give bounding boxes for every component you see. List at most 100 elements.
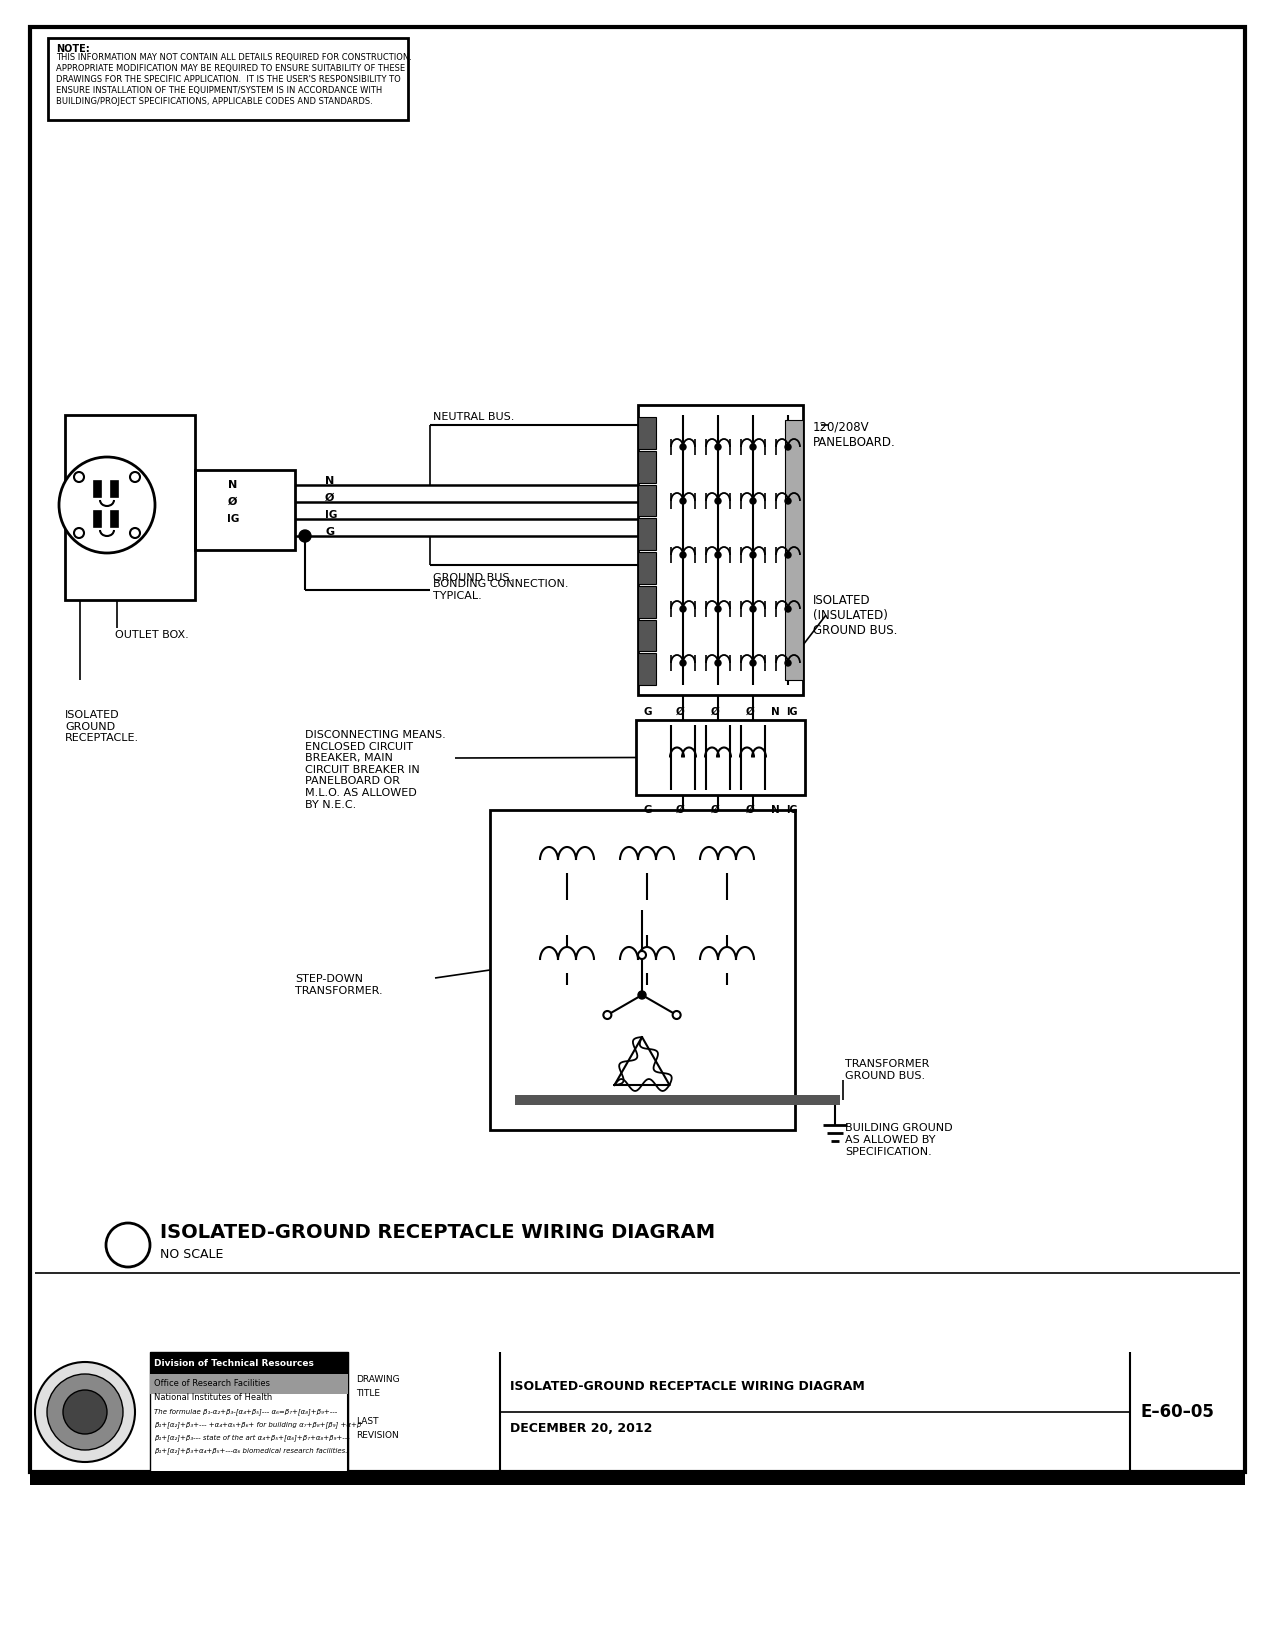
Text: Ø: Ø	[746, 805, 755, 815]
Bar	[150, 1351, 348, 1472]
Circle shape	[715, 553, 720, 558]
Text: G: G	[325, 526, 334, 536]
Circle shape	[62, 1389, 107, 1434]
Bar	[515, 1096, 840, 1106]
Text: Division of Technical Resources: Division of Technical Resources	[154, 1358, 314, 1368]
Circle shape	[750, 606, 756, 612]
Circle shape	[750, 444, 756, 450]
Bar	[111, 482, 119, 497]
Circle shape	[715, 660, 720, 667]
Text: The formulae β₁-α₂+β₃-[α₄+β₅]--- α₆=β₇+[α₈]+β₉+---: The formulae β₁-α₂+β₃-[α₄+β₅]--- α₆=β₇+[…	[154, 1409, 338, 1416]
Circle shape	[680, 660, 686, 667]
Text: DECEMBER 20, 2012: DECEMBER 20, 2012	[510, 1422, 653, 1436]
Text: NO SCALE: NO SCALE	[159, 1249, 223, 1262]
Bar	[636, 719, 805, 795]
Circle shape	[785, 606, 790, 612]
Circle shape	[785, 444, 790, 450]
Circle shape	[130, 528, 140, 538]
Text: Ø: Ø	[711, 706, 720, 718]
Text: IG: IG	[785, 706, 797, 718]
Bar	[638, 586, 657, 617]
Text: Office of Research Facilities: Office of Research Facilities	[154, 1379, 270, 1389]
Text: β₁+[α₂]+β₃--- state of the art α₄+β₅+[α₆]+β₇+α₈+β₉+---: β₁+[α₂]+β₃--- state of the art α₄+β₅+[α₆…	[154, 1434, 349, 1442]
Circle shape	[74, 472, 84, 482]
Text: BONDING CONNECTION.
TYPICAL.: BONDING CONNECTION. TYPICAL.	[434, 579, 569, 601]
Text: NEUTRAL BUS.: NEUTRAL BUS.	[434, 412, 514, 422]
Circle shape	[750, 660, 756, 667]
Text: ENSURE INSTALLATION OF THE EQUIPMENT/SYSTEM IS IN ACCORDANCE WITH: ENSURE INSTALLATION OF THE EQUIPMENT/SYS…	[56, 86, 382, 96]
Text: ISOLATED
(INSULATED)
GROUND BUS.: ISOLATED (INSULATED) GROUND BUS.	[813, 594, 898, 637]
Text: THIS INFORMATION MAY NOT CONTAIN ALL DETAILS REQUIRED FOR CONSTRUCTION.: THIS INFORMATION MAY NOT CONTAIN ALL DET…	[56, 53, 412, 63]
Bar	[150, 1374, 348, 1394]
Text: APPROPRIATE MODIFICATION MAY BE REQUIRED TO ENSURE SUITABILITY OF THESE: APPROPRIATE MODIFICATION MAY BE REQUIRED…	[56, 64, 405, 73]
Text: IG: IG	[785, 805, 797, 815]
Bar	[31, 26, 1244, 1472]
Circle shape	[34, 1361, 135, 1462]
Bar	[31, 1472, 1244, 1485]
Text: Ø: Ø	[711, 805, 720, 815]
Text: IG: IG	[227, 515, 240, 525]
Circle shape	[750, 553, 756, 558]
Circle shape	[130, 472, 140, 482]
Circle shape	[680, 553, 686, 558]
Bar	[94, 482, 101, 497]
Circle shape	[603, 1011, 611, 1020]
Bar	[638, 653, 657, 685]
Circle shape	[638, 950, 646, 959]
Circle shape	[74, 528, 84, 538]
Text: Ø: Ø	[676, 805, 685, 815]
Text: ISOLATED
GROUND
RECEPTACLE.: ISOLATED GROUND RECEPTACLE.	[65, 710, 139, 742]
Bar	[195, 470, 295, 549]
Text: Ø: Ø	[746, 706, 755, 718]
Text: DRAWING: DRAWING	[356, 1376, 399, 1384]
Text: BUILDING/PROJECT SPECIFICATIONS, APPLICABLE CODES AND STANDARDS.: BUILDING/PROJECT SPECIFICATIONS, APPLICA…	[56, 97, 372, 106]
Text: OUTLET BOX.: OUTLET BOX.	[115, 630, 189, 640]
Circle shape	[59, 457, 156, 553]
Circle shape	[750, 498, 756, 503]
Text: N: N	[228, 480, 237, 490]
Text: National Institutes of Health: National Institutes of Health	[154, 1393, 273, 1401]
Text: G: G	[643, 706, 652, 718]
Text: BUILDING GROUND
AS ALLOWED BY
SPECIFICATION.: BUILDING GROUND AS ALLOWED BY SPECIFICAT…	[845, 1124, 952, 1157]
Circle shape	[673, 1011, 681, 1020]
Bar	[150, 1351, 348, 1374]
Text: NOTE:: NOTE:	[56, 45, 89, 54]
Circle shape	[785, 660, 790, 667]
Text: LAST: LAST	[356, 1417, 379, 1427]
Text: N: N	[771, 706, 780, 718]
Text: STEP-DOWN
TRANSFORMER.: STEP-DOWN TRANSFORMER.	[295, 974, 382, 997]
Circle shape	[300, 530, 311, 541]
Text: DRAWINGS FOR THE SPECIFIC APPLICATION.  IT IS THE USER'S RESPONSIBILITY TO: DRAWINGS FOR THE SPECIFIC APPLICATION. I…	[56, 74, 400, 84]
Circle shape	[785, 498, 790, 503]
Text: N: N	[325, 475, 334, 487]
Circle shape	[680, 498, 686, 503]
Text: TRANSFORMER
GROUND BUS.: TRANSFORMER GROUND BUS.	[845, 1059, 929, 1081]
Bar	[48, 38, 408, 120]
Text: IG: IG	[325, 510, 338, 520]
Circle shape	[715, 498, 720, 503]
Text: β₁+[α₂]+β₃+--- +α₄+α₅+β₆+ for building α₇+β₈+[β₉] +α+β: β₁+[α₂]+β₃+--- +α₄+α₅+β₆+ for building α…	[154, 1422, 361, 1429]
Text: ISOLATED-GROUND RECEPTACLE WIRING DIAGRAM: ISOLATED-GROUND RECEPTACLE WIRING DIAGRA…	[510, 1381, 864, 1394]
Text: 120/208V
PANELBOARD.: 120/208V PANELBOARD.	[813, 421, 896, 449]
Text: DISCONNECTING MEANS.
ENCLOSED CIRCUIT
BREAKER, MAIN
CIRCUIT BREAKER IN
PANELBOAR: DISCONNECTING MEANS. ENCLOSED CIRCUIT BR…	[305, 729, 446, 810]
Bar	[638, 619, 657, 652]
Circle shape	[715, 444, 720, 450]
Text: Ø: Ø	[325, 493, 334, 503]
Text: GROUND BUS.: GROUND BUS.	[434, 573, 513, 582]
Bar	[638, 553, 657, 584]
Bar	[638, 485, 657, 516]
Bar	[65, 416, 195, 601]
Text: Ø: Ø	[228, 497, 237, 507]
Circle shape	[715, 606, 720, 612]
Text: ISOLATED-GROUND RECEPTACLE WIRING DIAGRAM: ISOLATED-GROUND RECEPTACLE WIRING DIAGRA…	[159, 1224, 715, 1242]
Bar	[785, 421, 803, 680]
Text: REVISION: REVISION	[356, 1432, 399, 1440]
Bar	[638, 404, 803, 695]
Bar	[490, 810, 796, 1130]
Circle shape	[680, 606, 686, 612]
Bar	[638, 518, 657, 549]
Circle shape	[106, 1223, 150, 1267]
Text: G: G	[643, 805, 652, 815]
Bar	[638, 417, 657, 449]
Circle shape	[680, 444, 686, 450]
